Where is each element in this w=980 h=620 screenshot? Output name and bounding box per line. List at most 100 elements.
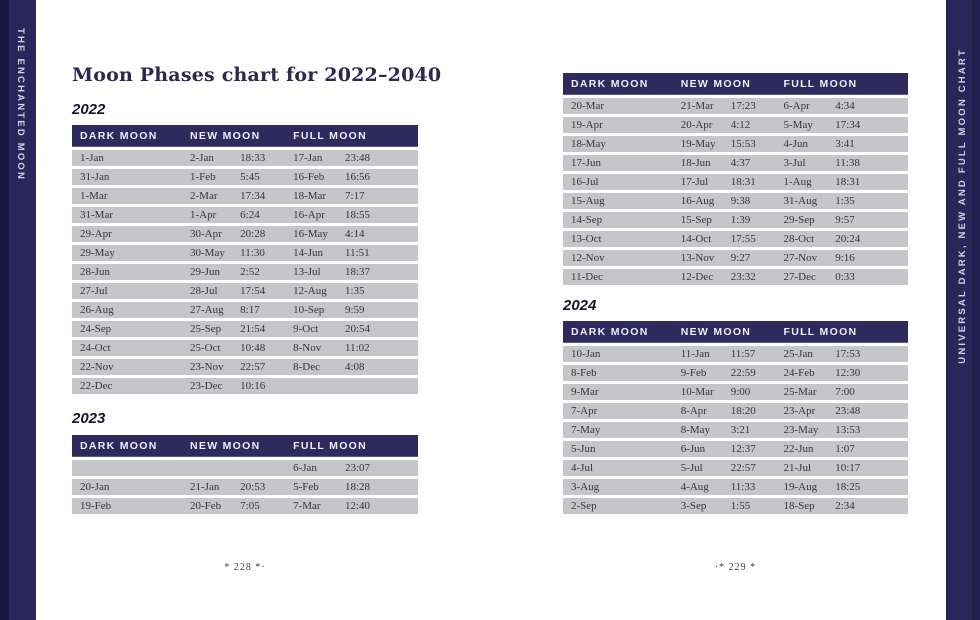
dark-moon-date: 22-Dec (72, 378, 183, 394)
dark-moon-date: 31-Mar (72, 207, 183, 223)
new-moon-date: 1-Feb (182, 169, 233, 185)
table-row: 31-Mar 1-Apr 6:24 16-Apr 18:55 (72, 207, 418, 223)
table-row: 8-Feb 9-Feb 22:59 24-Feb 12:30 (563, 365, 908, 381)
full-moon-date: 23-May (775, 422, 828, 438)
table-header-row: DARK MOON NEW MOON FULL MOON (563, 73, 908, 95)
table-row: 29-May 30-May 11:30 14-Jun 11:51 (72, 245, 418, 261)
new-moon-date: 23-Dec (182, 378, 233, 394)
new-moon-date: 12-Dec (672, 269, 723, 285)
table-row: 4-Jul 5-Jul 22:57 21-Jul 10:17 (563, 460, 908, 476)
new-moon-time: 5:45 (232, 169, 286, 185)
dark-moon-date: 28-Jun (72, 264, 183, 280)
new-moon-time: 2:52 (232, 264, 286, 280)
full-moon-date: 4-Jun (775, 136, 828, 152)
table-row: 22-Dec 23-Dec 10:16 (72, 378, 418, 394)
page-number-left: * 228 *· (224, 562, 266, 573)
full-moon-time: 23:48 (827, 403, 908, 419)
full-moon-date: 25-Mar (775, 384, 828, 400)
dark-moon-date: 12-Nov (563, 250, 673, 266)
full-moon-time: 13:53 (827, 422, 908, 438)
new-moon-time: 4:37 (722, 155, 776, 171)
dark-moon-date: 14-Sep (563, 212, 673, 228)
full-moon-time: 23:48 (337, 150, 418, 166)
new-moon-time: 1:55 (722, 498, 776, 514)
full-moon-time: 12:30 (827, 365, 908, 381)
full-moon-time: 18:25 (827, 479, 908, 495)
new-moon-time: 18:33 (232, 150, 286, 166)
new-moon-time: 15:53 (722, 136, 776, 152)
full-moon-time: 1:35 (337, 283, 418, 299)
column-header-new-moon: NEW MOON (672, 321, 776, 343)
full-moon-time: 17:34 (827, 117, 908, 133)
table-row: 14-Sep 15-Sep 1:39 29-Sep 9:57 (563, 212, 908, 228)
new-moon-date: 21-Mar (672, 98, 723, 114)
new-moon-date: 28-Jul (182, 283, 233, 299)
table-row: 17-Jun 18-Jun 4:37 3-Jul 11:38 (563, 155, 908, 171)
dark-moon-date: 20-Mar (563, 98, 673, 114)
full-moon-date: 8-Nov (285, 340, 337, 356)
new-moon-time: 7:05 (232, 498, 286, 514)
table-row: 26-Aug 27-Aug 8:17 10-Sep 9:59 (72, 302, 418, 318)
new-moon-time: 8:17 (232, 302, 286, 318)
table-row: 13-Oct 14-Oct 17:55 28-Oct 20:24 (563, 231, 908, 247)
new-moon-time: 21:54 (232, 321, 286, 337)
full-moon-time (337, 378, 418, 394)
full-moon-date: 3-Jul (775, 155, 828, 171)
full-moon-time: 7:00 (827, 384, 908, 400)
new-moon-date: 10-Mar (672, 384, 723, 400)
full-moon-date: 18-Sep (775, 498, 828, 514)
table-header-row: DARK MOON NEW MOON FULL MOON (72, 125, 418, 147)
full-moon-date: 27-Nov (775, 250, 828, 266)
table-row: 29-Apr 30-Apr 20:28 16-May 4:14 (72, 226, 418, 242)
dark-moon-date: 4-Jul (563, 460, 673, 476)
new-moon-time: 22:57 (722, 460, 776, 476)
dark-moon-date: 1-Jan (72, 150, 183, 166)
column-header-new-moon: NEW MOON (672, 73, 776, 95)
dark-moon-date: 13-Oct (563, 231, 673, 247)
dark-moon-date: 18-May (563, 136, 673, 152)
full-moon-time: 10:17 (827, 460, 908, 476)
new-moon-time: 20:28 (232, 226, 286, 242)
new-moon-time: 17:23 (722, 98, 776, 114)
full-moon-date: 18-Mar (285, 188, 337, 204)
full-moon-date: 27-Dec (775, 269, 828, 285)
year-label-2024: 2024 (563, 297, 597, 314)
dark-moon-date: 2-Sep (563, 498, 673, 514)
full-moon-date: 19-Aug (775, 479, 828, 495)
new-moon-time: 4:12 (722, 117, 776, 133)
full-moon-time: 9:16 (827, 250, 908, 266)
new-moon-date: 30-May (182, 245, 233, 261)
moon-table-2024: DARK MOON NEW MOON FULL MOON 10-Jan 11-Ja… (563, 318, 908, 517)
new-moon-date: 29-Jun (182, 264, 233, 280)
new-moon-date: 27-Aug (182, 302, 233, 318)
new-moon-date: 9-Feb (672, 365, 723, 381)
new-moon-date: 23-Nov (182, 359, 233, 375)
full-moon-time: 7:17 (337, 188, 418, 204)
full-moon-time: 1:35 (827, 193, 908, 209)
new-moon-time: 9:27 (722, 250, 776, 266)
new-moon-date: 1-Apr (182, 207, 233, 223)
new-moon-date (182, 460, 233, 476)
table-row: 11-Dec 12-Dec 23:32 27-Dec 0:33 (563, 269, 908, 285)
full-moon-date: 10-Sep (285, 302, 337, 318)
full-moon-time: 11:38 (827, 155, 908, 171)
year-label-2023: 2023 (72, 410, 106, 427)
full-moon-date: 8-Dec (285, 359, 337, 375)
full-moon-date: 24-Feb (775, 365, 828, 381)
dark-moon-date: 15-Aug (563, 193, 673, 209)
column-header-new-moon: NEW MOON (182, 435, 286, 457)
moon-table-2022: DARK MOON NEW MOON FULL MOON 1-Jan 2-Jan 1… (72, 122, 418, 397)
column-header-dark-moon: DARK MOON (72, 435, 183, 457)
full-moon-date: 21-Jul (775, 460, 828, 476)
full-moon-date: 6-Apr (775, 98, 828, 114)
dark-moon-date: 19-Feb (72, 498, 183, 514)
new-moon-date: 16-Aug (672, 193, 723, 209)
table-header-row: DARK MOON NEW MOON FULL MOON (563, 321, 908, 343)
full-moon-time: 18:37 (337, 264, 418, 280)
new-moon-time: 10:16 (232, 378, 286, 394)
dark-moon-date: 20-Jan (72, 479, 183, 495)
new-moon-time: 9:00 (722, 384, 776, 400)
table-row: 19-Feb 20-Feb 7:05 7-Mar 12:40 (72, 498, 418, 514)
full-moon-time: 9:57 (827, 212, 908, 228)
table-row: 10-Jan 11-Jan 11:57 25-Jan 17:53 (563, 346, 908, 362)
